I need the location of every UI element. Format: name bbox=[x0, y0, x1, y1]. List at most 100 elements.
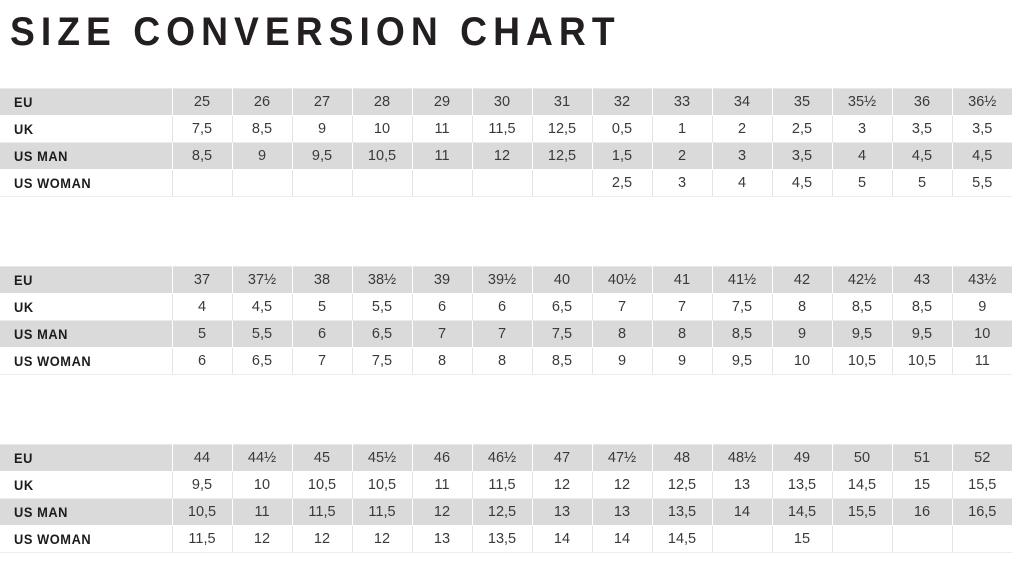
size-cell: 12,5 bbox=[532, 142, 593, 170]
row-label-eu: EU bbox=[0, 266, 173, 294]
size-cell: 11,5 bbox=[172, 525, 233, 553]
size-cell: 7 bbox=[292, 347, 353, 375]
size-cell: 8,5 bbox=[832, 293, 893, 321]
size-cell: 3,5 bbox=[772, 142, 833, 170]
row-label-us-man: US MAN bbox=[0, 498, 173, 526]
size-cell: 8,5 bbox=[532, 347, 593, 375]
size-cell: 9 bbox=[652, 347, 713, 375]
size-table-3: EU 44 44½ 45 45½ 46 46½ 47 47½ 48 48½ 49 50 51 52 UK 9,5… bbox=[0, 444, 1012, 553]
size-cell: 27 bbox=[292, 88, 353, 116]
size-cell: 37 bbox=[172, 266, 233, 294]
size-cell: 4,5 bbox=[232, 293, 293, 321]
size-cell: 35½ bbox=[832, 88, 893, 116]
size-cell: 7,5 bbox=[352, 347, 413, 375]
size-cell: 9,5 bbox=[172, 471, 233, 499]
size-cell: 4,5 bbox=[892, 142, 953, 170]
size-cell: 38 bbox=[292, 266, 353, 294]
size-cell: 13 bbox=[412, 525, 473, 553]
page-title: SIZE CONVERSION CHART bbox=[10, 10, 621, 54]
size-cell: 14 bbox=[532, 525, 593, 553]
size-cell bbox=[832, 525, 893, 553]
size-cell: 52 bbox=[952, 444, 1012, 472]
size-cell: 12 bbox=[412, 498, 473, 526]
size-cell: 11 bbox=[952, 347, 1012, 375]
size-cell: 14,5 bbox=[832, 471, 893, 499]
table-row: US MAN 5 5,5 6 6,5 7 7 7,5 8 8 8,5 9 9,5 9,5 10 bbox=[0, 320, 1012, 348]
size-cell: 46½ bbox=[472, 444, 533, 472]
size-cell: 9 bbox=[232, 142, 293, 170]
size-cell: 9 bbox=[592, 347, 653, 375]
row-label-eu: EU bbox=[0, 444, 173, 472]
size-cell: 9,5 bbox=[292, 142, 353, 170]
size-cell bbox=[952, 525, 1012, 553]
size-cell: 4 bbox=[172, 293, 233, 321]
size-cell: 4,5 bbox=[772, 169, 833, 197]
row-label-us-man: US MAN bbox=[0, 142, 173, 170]
size-cell: 6 bbox=[292, 320, 353, 348]
size-cell: 38½ bbox=[352, 266, 413, 294]
row-label-us-woman: US WOMAN bbox=[0, 525, 173, 553]
size-cell: 13,5 bbox=[472, 525, 533, 553]
size-cell: 13 bbox=[592, 498, 653, 526]
size-cell: 11 bbox=[232, 498, 293, 526]
row-label-uk: UK bbox=[0, 293, 173, 321]
size-cell: 39 bbox=[412, 266, 473, 294]
size-cell bbox=[292, 169, 353, 197]
size-cell: 7 bbox=[592, 293, 653, 321]
size-cell: 10,5 bbox=[352, 471, 413, 499]
size-cell: 41 bbox=[652, 266, 713, 294]
size-cell: 5 bbox=[172, 320, 233, 348]
size-cell: 7 bbox=[412, 320, 473, 348]
size-cell: 12,5 bbox=[652, 471, 713, 499]
size-cell: 12,5 bbox=[532, 115, 593, 143]
size-cell bbox=[472, 169, 533, 197]
size-cell bbox=[892, 525, 953, 553]
size-cell: 13 bbox=[532, 498, 593, 526]
size-cell: 30 bbox=[472, 88, 533, 116]
size-cell: 10,5 bbox=[352, 142, 413, 170]
table-row: EU 37 37½ 38 38½ 39 39½ 40 40½ 41 41½ 42 42½ 43 43½ bbox=[0, 266, 1012, 294]
table-row: US WOMAN 6 6,5 7 7,5 8 8 8,5 9 9 9,5 10 10,5 10,5 11 bbox=[0, 347, 1012, 375]
size-cell: 6,5 bbox=[232, 347, 293, 375]
size-cell: 12 bbox=[592, 471, 653, 499]
size-cell: 15,5 bbox=[832, 498, 893, 526]
size-cell: 0,5 bbox=[592, 115, 653, 143]
size-cell: 9,5 bbox=[712, 347, 773, 375]
size-cell: 9,5 bbox=[832, 320, 893, 348]
size-cell: 43 bbox=[892, 266, 953, 294]
size-cell: 11 bbox=[412, 142, 473, 170]
size-tables-container: EU 25 26 27 28 29 30 31 32 33 34 35 35½ 36 36½ UK 7,5 8,5… bbox=[0, 88, 1012, 553]
size-cell: 28 bbox=[352, 88, 413, 116]
size-cell: 11,5 bbox=[472, 115, 533, 143]
size-cell: 1,5 bbox=[592, 142, 653, 170]
size-cell: 3 bbox=[652, 169, 713, 197]
size-cell: 4 bbox=[832, 142, 893, 170]
size-cell: 45 bbox=[292, 444, 353, 472]
size-cell: 40½ bbox=[592, 266, 653, 294]
size-cell: 2 bbox=[712, 115, 773, 143]
size-cell: 8,5 bbox=[172, 142, 233, 170]
size-cell: 16,5 bbox=[952, 498, 1012, 526]
table-row: US WOMAN 2,5 3 4 4,5 5 5 5,5 bbox=[0, 169, 1012, 197]
size-cell: 10 bbox=[772, 347, 833, 375]
size-cell: 10,5 bbox=[832, 347, 893, 375]
row-label-uk: UK bbox=[0, 115, 173, 143]
size-cell bbox=[172, 169, 233, 197]
size-cell: 3 bbox=[712, 142, 773, 170]
size-cell: 33 bbox=[652, 88, 713, 116]
size-cell: 14 bbox=[592, 525, 653, 553]
size-cell: 8,5 bbox=[232, 115, 293, 143]
size-cell bbox=[412, 169, 473, 197]
size-cell: 34 bbox=[712, 88, 773, 116]
table-row: US MAN 8,5 9 9,5 10,5 11 12 12,5 1,5 2 3 3,5 4 4,5 4,5 bbox=[0, 142, 1012, 170]
size-cell: 11,5 bbox=[472, 471, 533, 499]
size-cell bbox=[232, 169, 293, 197]
size-cell: 31 bbox=[532, 88, 593, 116]
size-cell: 7 bbox=[472, 320, 533, 348]
size-cell: 42 bbox=[772, 266, 833, 294]
size-cell: 32 bbox=[592, 88, 653, 116]
size-cell: 5,5 bbox=[952, 169, 1012, 197]
size-cell: 7,5 bbox=[172, 115, 233, 143]
size-cell: 50 bbox=[832, 444, 893, 472]
